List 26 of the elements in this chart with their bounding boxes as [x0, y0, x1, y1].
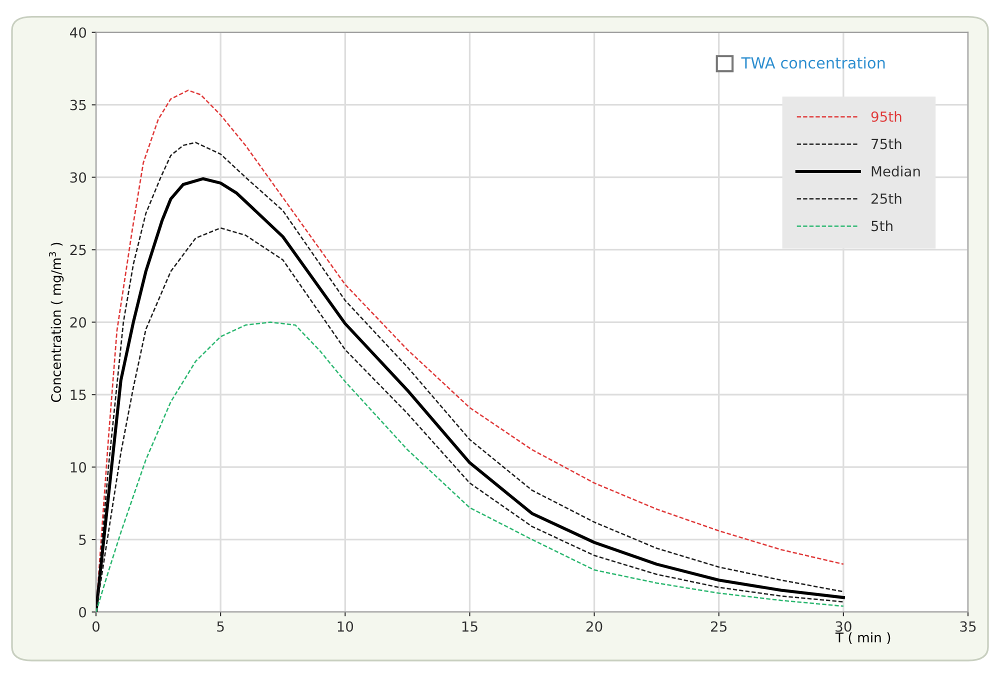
- x-tick-label: 15: [462, 621, 478, 632]
- y-tick-label: 15: [70, 390, 86, 400]
- y-tick-label: 0: [79, 606, 86, 618]
- legend-label: 75th: [872, 138, 902, 150]
- legend-label: Median: [872, 166, 920, 177]
- y-tick-label: 30: [70, 172, 86, 183]
- x-tick-label: 5: [217, 621, 224, 632]
- x-tick-label: 10: [338, 621, 354, 632]
- line-series: [96, 321, 844, 612]
- y-tick-label: 25: [70, 244, 86, 256]
- x-tick-label: 30: [836, 621, 852, 632]
- y-tick-label: 20: [70, 317, 86, 328]
- x-axis-title: T ( min ): [835, 632, 890, 644]
- legend-label: 5th: [872, 220, 892, 232]
- annotation: TWA concentration: [741, 56, 885, 69]
- y-axis-title: Concentration ( mg/m$^{3}$ ): [48, 242, 64, 402]
- y-tick-label: 35: [70, 100, 86, 110]
- x-tick-label: 25: [711, 621, 726, 632]
- legend-label: 25th: [872, 193, 902, 204]
- x-tick-label: 35: [960, 621, 976, 632]
- y-tick-label: 40: [70, 27, 86, 38]
- x-tick-label: 0: [92, 621, 100, 632]
- y-tick-label: 10: [70, 462, 86, 473]
- x-tick-label: 20: [586, 621, 602, 632]
- legend-label: 95th: [871, 111, 902, 122]
- y-tick-label: 5: [79, 534, 86, 546]
